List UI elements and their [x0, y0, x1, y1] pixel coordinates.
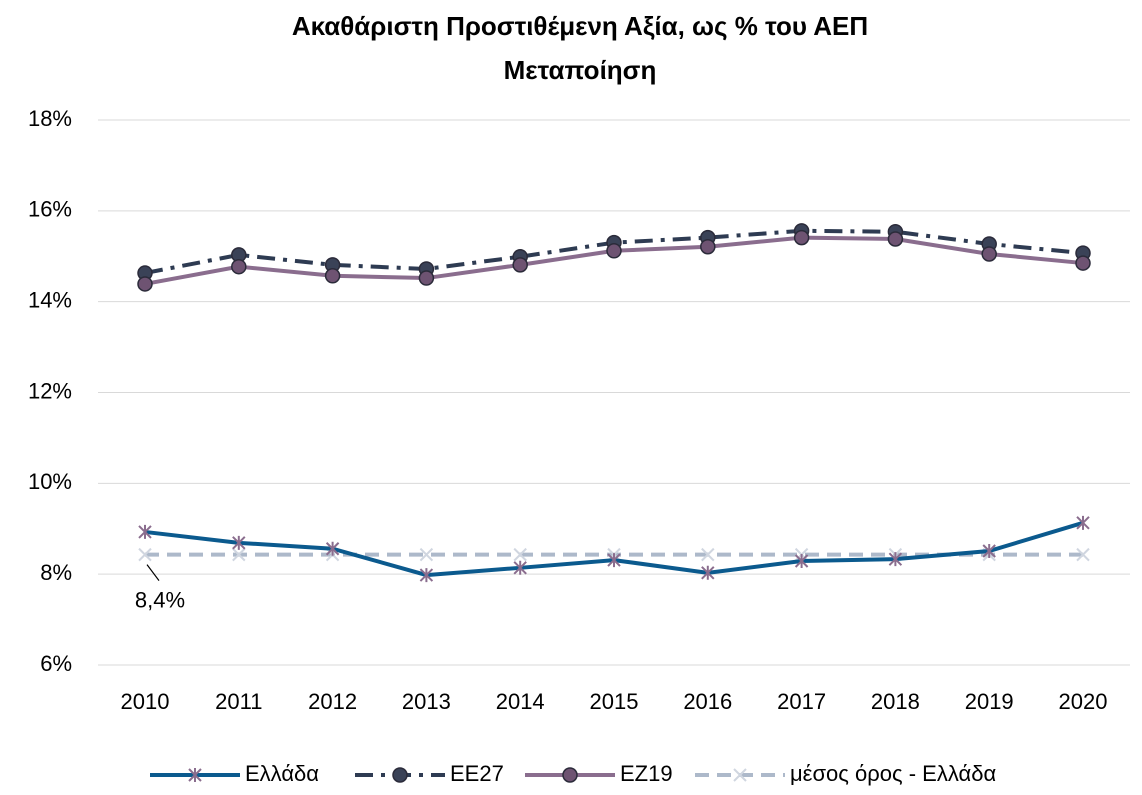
marker — [982, 544, 996, 559]
legend-label: μέσος όρος - Ελλάδα — [790, 761, 996, 786]
x-tick-label: 2011 — [215, 689, 262, 714]
x-tick-label: 2010 — [121, 689, 170, 714]
chart-subtitle: Μεταποίηση — [504, 55, 657, 85]
series — [138, 515, 1090, 583]
marker — [137, 276, 153, 292]
legend-item: Ελλάδα — [150, 761, 319, 786]
legend-item: ΕΕ27 — [355, 761, 504, 786]
marker — [607, 553, 621, 568]
marker — [418, 270, 435, 286]
legend-marker — [392, 767, 408, 783]
marker — [419, 547, 434, 562]
y-tick-label: 18% — [28, 106, 72, 131]
y-tick-label: 10% — [28, 469, 72, 494]
marker — [794, 553, 809, 568]
marker — [888, 552, 903, 567]
legend-item: μέσος όρος - Ελλάδα — [695, 761, 996, 786]
marker — [232, 535, 246, 550]
x-tick-label: 2015 — [590, 689, 639, 714]
x-tick-label: 2013 — [402, 689, 451, 714]
series — [137, 229, 1091, 292]
marker — [513, 547, 527, 562]
marker — [1076, 547, 1090, 562]
marker — [793, 229, 810, 246]
data-label: 8,4% — [135, 587, 185, 612]
marker — [981, 246, 997, 262]
y-tick-label: 6% — [40, 651, 72, 676]
y-tick-label: 12% — [28, 378, 72, 403]
chart-title: Ακαθάριστη Προστιθέμενη Αξία, ως % του Α… — [292, 11, 868, 41]
legend-marker — [562, 767, 578, 783]
marker — [325, 541, 340, 556]
x-tick-label: 2012 — [308, 689, 357, 714]
marker — [700, 238, 716, 255]
marker — [232, 547, 246, 562]
marker — [513, 560, 527, 575]
marker — [1076, 515, 1090, 530]
series-line — [144, 520, 1084, 578]
marker — [606, 243, 622, 259]
marker — [887, 231, 904, 247]
marker — [512, 257, 528, 273]
legend-marker — [188, 768, 202, 782]
legend-marker — [733, 768, 747, 782]
y-tick-label: 16% — [28, 197, 72, 222]
marker — [138, 547, 152, 562]
x-tick-label: 2018 — [871, 689, 920, 714]
marker — [701, 547, 715, 562]
y-tick-label: 14% — [28, 287, 72, 312]
marker — [138, 524, 152, 539]
legend-label: ΕΖ19 — [620, 761, 673, 786]
x-tick-label: 2020 — [1059, 689, 1108, 714]
legend-label: Ελλάδα — [245, 761, 319, 786]
marker — [1075, 255, 1091, 271]
marker — [701, 565, 715, 580]
x-tick-label: 2014 — [496, 689, 545, 714]
x-tick-label: 2017 — [777, 689, 826, 714]
y-tick-label: 8% — [40, 560, 72, 585]
legend-item: ΕΖ19 — [525, 761, 673, 786]
annotation-leader — [146, 564, 160, 581]
marker — [231, 258, 247, 275]
x-tick-label: 2016 — [683, 689, 732, 714]
x-tick-label: 2019 — [965, 689, 1014, 714]
marker — [324, 268, 341, 284]
legend-label: ΕΕ27 — [450, 761, 504, 786]
marker — [419, 568, 434, 583]
